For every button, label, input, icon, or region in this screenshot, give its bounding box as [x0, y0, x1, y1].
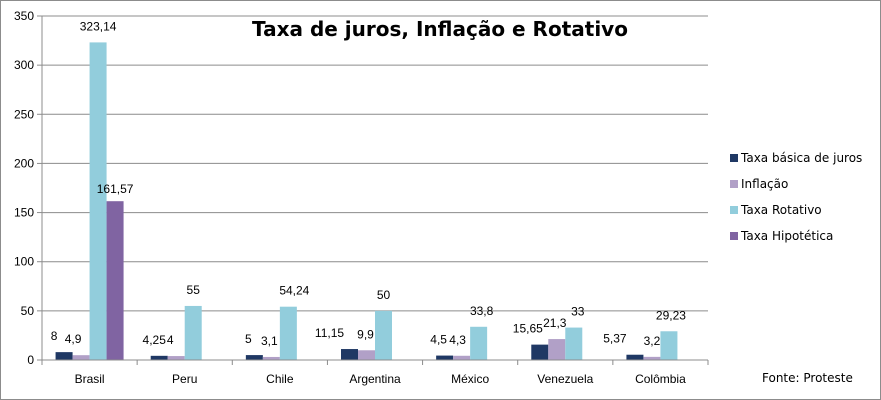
bars — [55, 42, 678, 361]
y-tick-label: 100 — [14, 255, 34, 269]
bar-argentina-1 — [358, 350, 375, 360]
bar-chile-2 — [279, 306, 297, 360]
data-label: 29,23 — [656, 308, 686, 322]
data-label: 161,57 — [97, 182, 134, 196]
bar-brasil-3 — [106, 201, 124, 360]
data-label: 9,9 — [357, 327, 374, 341]
bar-méxico-2 — [470, 326, 488, 360]
data-label: 8 — [51, 329, 58, 343]
data-label: 50 — [377, 288, 391, 302]
data-label: 4,25 — [143, 333, 167, 347]
bar-colômbia-1 — [643, 356, 661, 360]
bar-méxico-1 — [453, 355, 471, 360]
source-note: Fonte: Proteste — [762, 371, 853, 385]
data-label: 4 — [167, 333, 174, 347]
legend-swatch — [730, 180, 738, 188]
data-label: 4,5 — [430, 333, 447, 347]
data-label: 54,24 — [279, 284, 309, 298]
y-tick-label: 150 — [14, 206, 34, 220]
bar-brasil-0 — [55, 352, 73, 360]
y-tick-label: 200 — [14, 156, 34, 170]
data-label: 55 — [187, 283, 201, 297]
legend-label: Taxa básica de juros — [740, 151, 862, 165]
legend-swatch — [730, 206, 738, 214]
y-tick-label: 50 — [21, 304, 35, 318]
bar-brasil-1 — [72, 355, 90, 360]
data-label: 33 — [571, 305, 585, 319]
x-tick-label: Peru — [172, 372, 197, 386]
y-axis-ticks: 0 50 100 150 200 250 300 350 — [14, 9, 42, 367]
data-label: 5 — [245, 332, 252, 346]
bar-colômbia-2 — [660, 331, 678, 360]
x-tick-label: Brasil — [75, 372, 105, 386]
bar-chile-1 — [262, 356, 280, 360]
y-tick-label: 250 — [14, 107, 34, 121]
y-tick-label: 350 — [14, 9, 34, 23]
y-tick-label: 300 — [14, 58, 34, 72]
x-tick-label: México — [451, 372, 489, 386]
bar-peru-0 — [150, 355, 168, 360]
legend-label: Taxa Rotativo — [740, 203, 822, 217]
bar-peru-2 — [184, 305, 202, 360]
data-label: 4,3 — [449, 333, 466, 347]
legend-swatch — [730, 232, 738, 240]
data-label: 33,8 — [470, 304, 494, 318]
bar-méxico-0 — [436, 355, 454, 360]
x-tick-label: Chile — [266, 372, 294, 386]
data-label: 4,9 — [65, 332, 82, 346]
axes — [41, 16, 708, 365]
bar-venezuela-0 — [531, 344, 549, 360]
y-tick-label: 0 — [27, 353, 34, 367]
bar-chile-0 — [245, 355, 263, 360]
data-label: 323,14 — [80, 19, 117, 33]
bar-colômbia-0 — [626, 354, 644, 360]
data-label: 3,1 — [261, 334, 278, 348]
data-label: 15,65 — [513, 322, 543, 336]
gridlines — [42, 15, 708, 312]
x-axis-ticks: Brasil Peru Chile Argentina México Venezuela C… — [41, 360, 709, 386]
bar-peru-1 — [167, 356, 185, 360]
x-tick-label: Colômbia — [635, 372, 686, 386]
data-label: 11,15 — [315, 326, 344, 340]
bar-argentina-2 — [375, 310, 392, 360]
x-tick-label: Argentina — [349, 372, 401, 386]
legend: Taxa básica de juros Inflação Taxa Rotativ… — [730, 151, 862, 243]
bar-venezuela-1 — [548, 339, 566, 360]
legend-label: Taxa Hipotética — [740, 229, 833, 243]
data-label: 5,37 — [603, 332, 627, 346]
legend-label: Inflação — [741, 177, 788, 191]
data-label: 21,3 — [543, 316, 567, 330]
chart-title: Taxa de juros, Inflação e Rotativo — [252, 17, 628, 41]
x-tick-label: Venezuela — [537, 372, 593, 386]
bar-venezuela-2 — [565, 327, 583, 360]
legend-swatch — [730, 154, 738, 162]
data-label: 3,2 — [644, 334, 661, 348]
bar-brasil-2 — [89, 42, 107, 361]
bar-argentina-0 — [341, 349, 358, 360]
